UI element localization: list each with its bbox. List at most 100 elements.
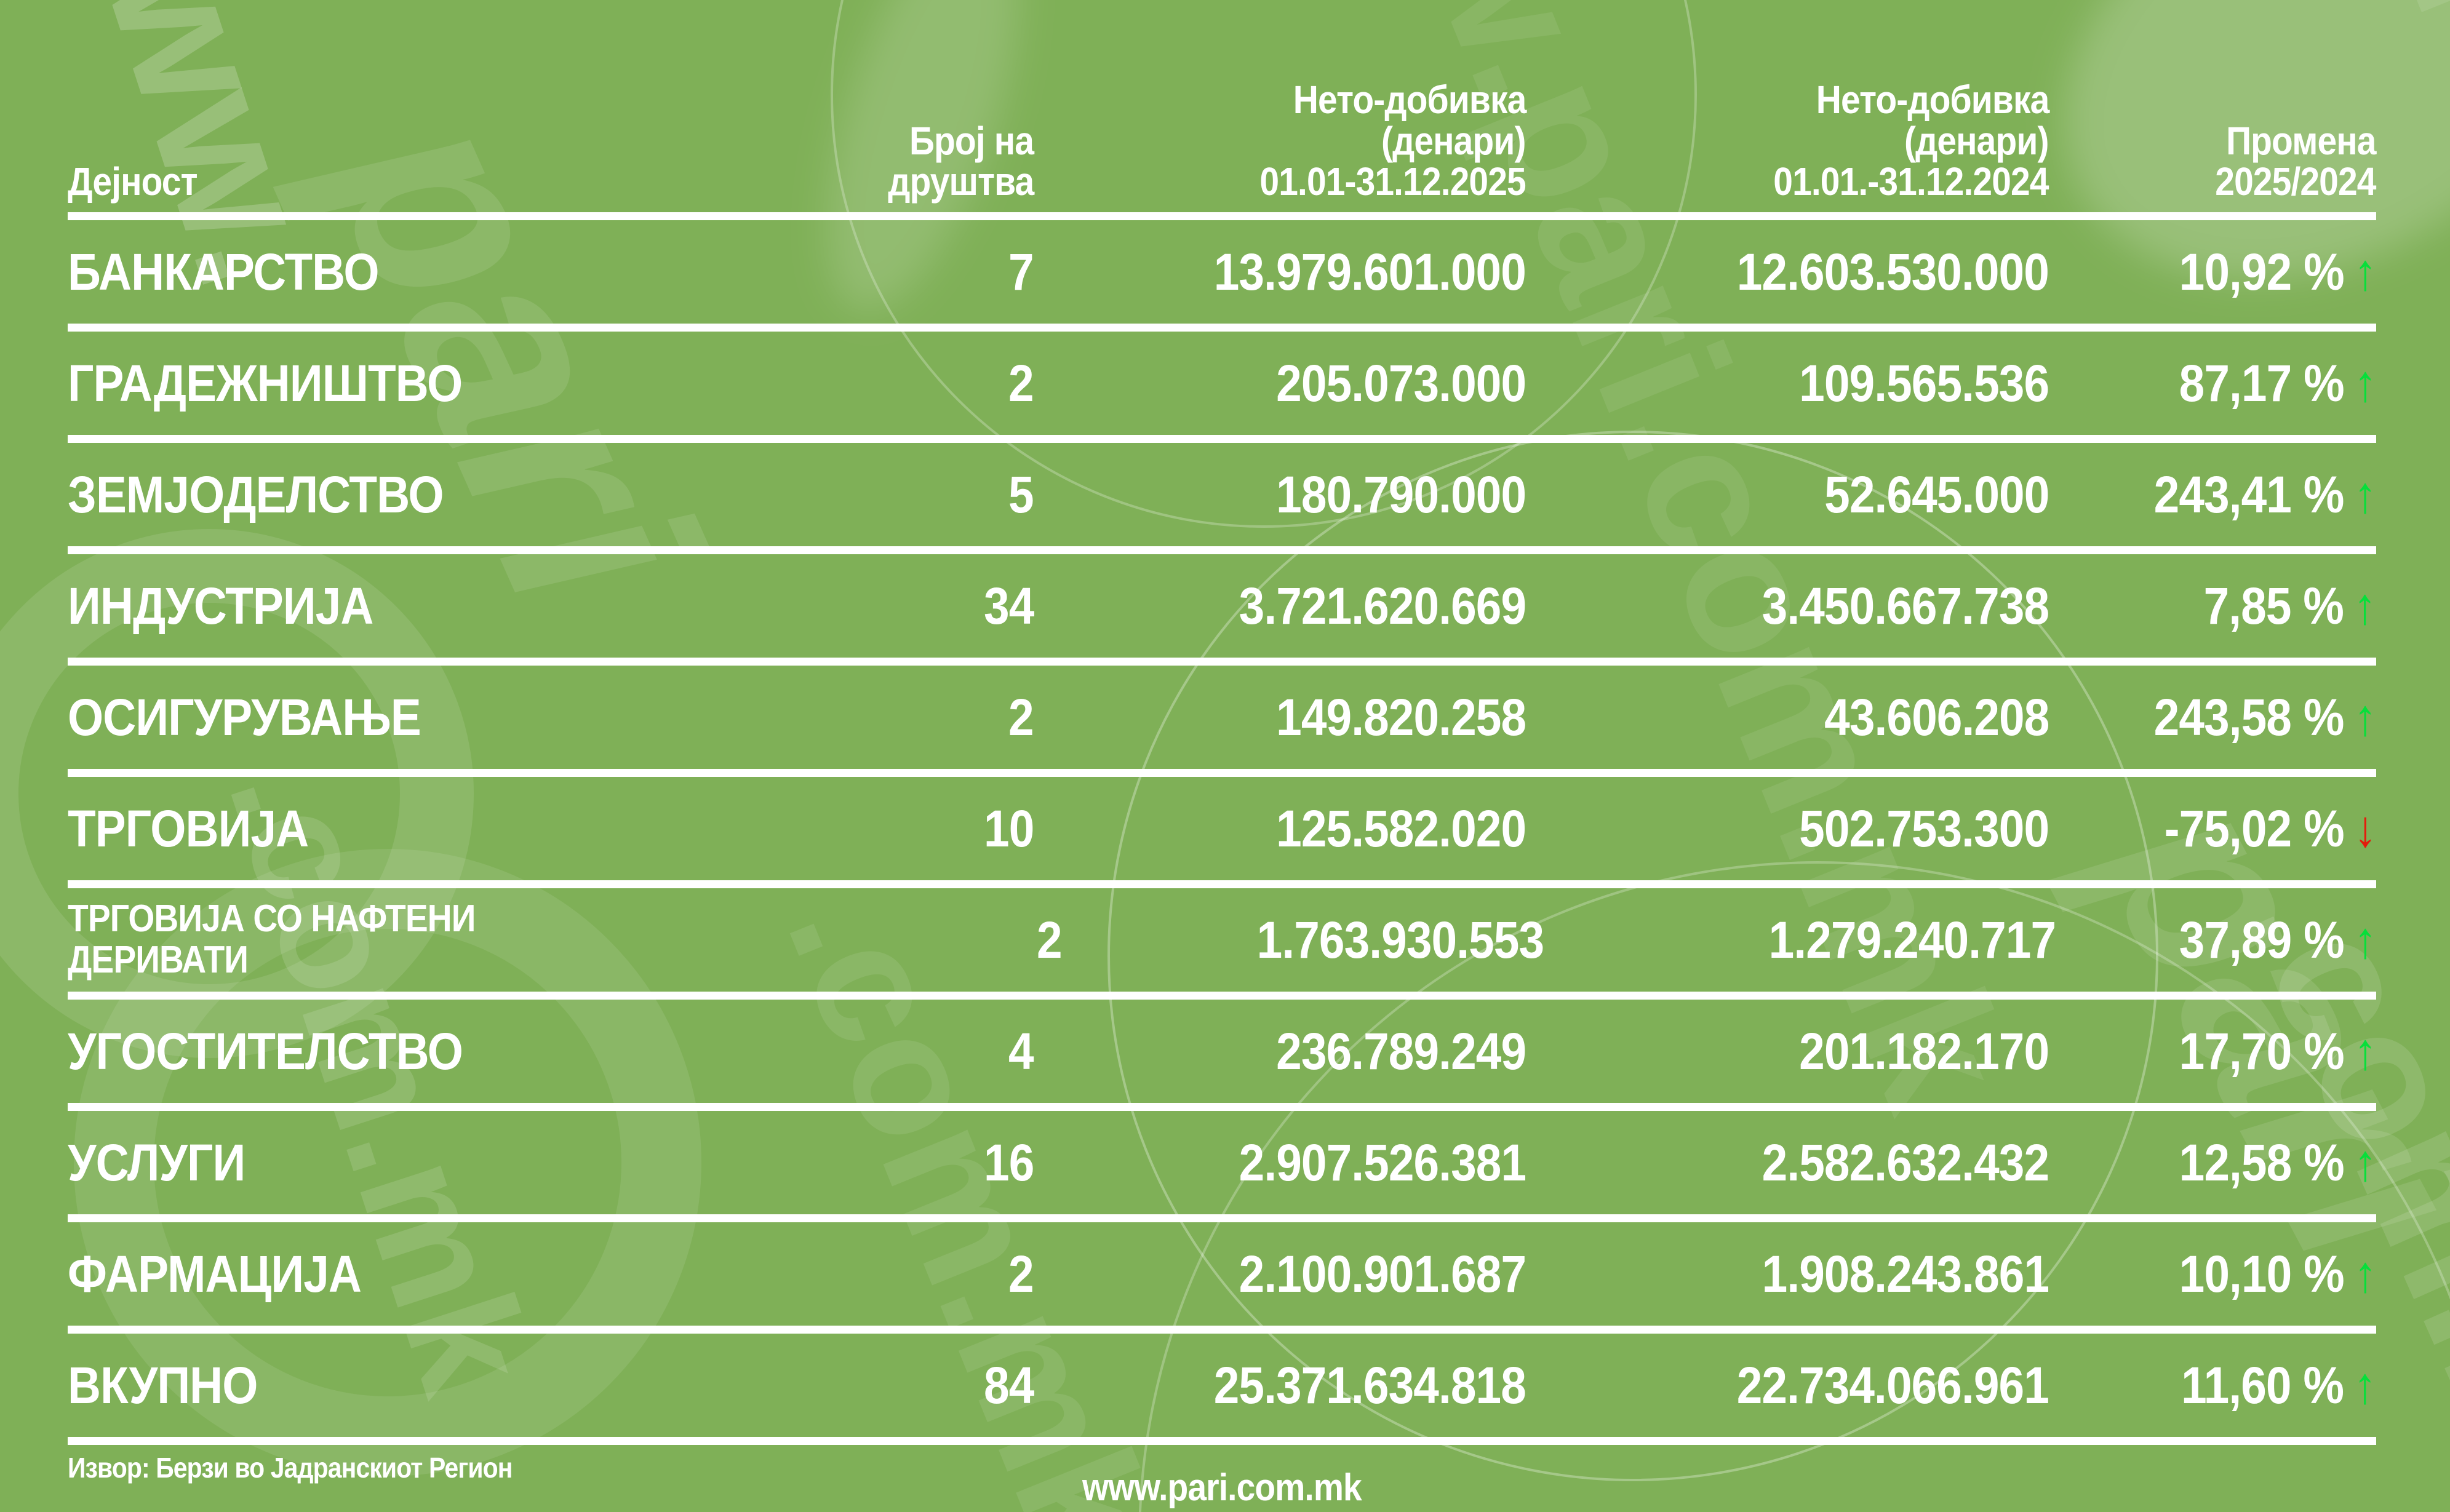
- net-profit-2024-value: 52.645.000: [1824, 466, 2049, 523]
- companies-count-cell: 2: [689, 1248, 1034, 1300]
- trend-arrow-icon: ↑: [2353, 466, 2377, 523]
- net-profit-2024-value: 1.908.243.861: [1762, 1245, 2049, 1303]
- net-profit-2024-cell: 502.753.300: [1526, 803, 2049, 854]
- net-profit-2025-value: 13.979.601.000: [1213, 243, 1526, 301]
- header-activity: Дејност: [68, 161, 689, 202]
- companies-count-cell: 10: [689, 803, 1034, 854]
- change-value: 11,60 %: [2181, 1356, 2345, 1414]
- change-value: 243,41 %: [2153, 466, 2345, 523]
- change-cell: 17,70 % ↑: [2049, 1025, 2376, 1077]
- companies-count-cell: 84: [689, 1359, 1034, 1411]
- net-profit-2024-cell: 109.565.536: [1526, 357, 2049, 409]
- header-activity-label: Дејност: [68, 159, 198, 204]
- trend-arrow-icon: ↑: [2353, 911, 2377, 969]
- activity-cell: УГОСТИТЕЛСТВО: [68, 1025, 689, 1077]
- companies-count-value: 16: [983, 1134, 1034, 1192]
- net-profit-2025-value: 2.907.526.381: [1239, 1134, 1526, 1192]
- table-row: БАНКАРСТВО 7 13.979.601.000 12.603.530.0…: [68, 220, 2377, 332]
- net-profit-2025-cell: 1.763.930.553: [1062, 914, 1544, 966]
- change-value: 10,10 %: [2179, 1245, 2344, 1303]
- companies-count-value: 2: [1008, 688, 1034, 746]
- companies-count-cell: 5: [689, 469, 1034, 520]
- change-cell: 7,85 % ↑: [2049, 577, 2377, 635]
- change-value: 17,70 %: [2179, 1022, 2344, 1080]
- table: Дејност Број на друштва Нето-добивка (де…: [68, 0, 2377, 1512]
- activity-cell: ТРГОВИЈА СО НАФТЕНИ ДЕРИВАТИ: [68, 898, 724, 981]
- net-profit-2024-value: 502.753.300: [1799, 800, 2049, 857]
- net-profit-2025-value: 236.789.249: [1276, 1022, 1526, 1080]
- net-profit-2025-cell: 13.979.601.000: [1034, 246, 1526, 298]
- change-value: 37,89 %: [2179, 911, 2344, 969]
- net-profit-2025-value: 125.582.020: [1276, 800, 1526, 857]
- table-row: УСЛУГИ 16 2.907.526.381 2.582.632.432 12…: [68, 1111, 2377, 1222]
- net-profit-2024-value: 201.182.170: [1799, 1022, 2049, 1080]
- header-line: (денари): [1904, 118, 2049, 163]
- net-profit-2024-value: 12.603.530.000: [1736, 243, 2049, 301]
- change-value: 243,58 %: [2153, 688, 2345, 746]
- source-note: Извор: Берзи во Јадранскиот Регион: [68, 1452, 513, 1484]
- table-footer: Извор: Берзи во Јадранскиот Регион www.p…: [68, 1445, 2376, 1512]
- trend-arrow-icon: ↑: [2353, 1134, 2377, 1192]
- header-net-profit-2025: Нето-добивка (денари) 01.01-31.12.2025: [1034, 79, 1526, 202]
- net-profit-2024-value: 3.450.667.738: [1762, 577, 2049, 635]
- net-profit-2024-cell: 201.182.170: [1526, 1025, 2049, 1077]
- trend-arrow-icon: ↑: [2353, 1356, 2377, 1414]
- change-value: 10,92 %: [2179, 243, 2344, 301]
- net-profit-2025-cell: 236.789.249: [1034, 1025, 1526, 1077]
- table-body: БАНКАРСТВО 7 13.979.601.000 12.603.530.0…: [68, 220, 2377, 1445]
- activity-label: ЗЕМЈОДЕЛСТВО: [68, 466, 444, 523]
- table-row: ИНДУСТРИЈА 34 3.721.620.669 3.450.667.73…: [68, 554, 2377, 666]
- trend-arrow-icon: ↑: [2353, 1245, 2377, 1303]
- change-cell: 37,89 % ↑: [2056, 914, 2376, 966]
- activity-label: ТРГОВИЈА: [68, 800, 309, 857]
- companies-count-value: 2: [1008, 354, 1034, 412]
- companies-count-cell: 2: [689, 691, 1034, 743]
- header-companies-count: Број на друштва: [689, 121, 1034, 202]
- header-line: 01.01-31.12.2025: [1259, 159, 1526, 204]
- net-profit-2025-value: 25.371.634.818: [1213, 1356, 1526, 1414]
- activity-cell: ГРАДЕЖНИШТВО: [68, 357, 689, 409]
- trend-arrow-icon: ↑: [2353, 243, 2377, 301]
- companies-count-value: 7: [1008, 243, 1034, 301]
- companies-count-value: 2: [1036, 911, 1063, 969]
- net-profit-2024-value: 43.606.208: [1824, 688, 2049, 746]
- change-cell: 10,10 % ↑: [2049, 1248, 2376, 1300]
- net-profit-2024-cell: 43.606.208: [1526, 691, 2049, 743]
- activity-label: УГОСТИТЕЛСТВО: [68, 1022, 463, 1080]
- companies-count-value: 2: [1008, 1245, 1034, 1303]
- change-cell: 243,58 % ↑: [2049, 688, 2377, 746]
- companies-count-value: 84: [983, 1356, 1034, 1414]
- website-url: www.pari.com.mk: [1082, 1466, 1362, 1509]
- net-profit-2024-cell: 3.450.667.738: [1526, 580, 2049, 632]
- change-cell: -75,02 % ↓: [2049, 803, 2377, 854]
- change-value: 12,58 %: [2179, 1134, 2344, 1192]
- change-cell: 243,41 % ↑: [2049, 466, 2377, 523]
- header-line: друштва: [888, 159, 1034, 204]
- trend-arrow-icon: ↑: [2353, 577, 2377, 635]
- net-profit-2025-value: 1.763.930.553: [1256, 911, 1544, 969]
- activity-cell: ЗЕМЈОДЕЛСТВО: [68, 469, 689, 520]
- net-profit-2024-cell: 12.603.530.000: [1526, 246, 2049, 298]
- net-profit-2025-cell: 2.100.901.687: [1034, 1248, 1526, 1300]
- net-profit-2025-value: 205.073.000: [1276, 354, 1526, 412]
- companies-count-cell: 34: [689, 580, 1034, 632]
- net-profit-2025-value: 180.790.000: [1276, 466, 1526, 523]
- net-profit-2024-value: 1.279.240.717: [1768, 911, 2056, 969]
- companies-count-value: 5: [1008, 466, 1034, 523]
- change-cell: 10,92 % ↑: [2049, 246, 2376, 298]
- activity-label: ВКУПНО: [68, 1356, 258, 1414]
- net-profit-2025-cell: 25.371.634.818: [1034, 1359, 1526, 1411]
- trend-arrow-icon: ↑: [2353, 688, 2377, 746]
- header-line: (денари): [1381, 118, 1526, 163]
- companies-count-cell: 16: [689, 1137, 1034, 1188]
- companies-count-cell: 7: [689, 246, 1034, 298]
- header-line: Промена: [2226, 118, 2377, 163]
- change-value: 87,17 %: [2179, 354, 2344, 412]
- table-row: ЗЕМЈОДЕЛСТВО 5 180.790.000 52.645.000 24…: [68, 443, 2377, 554]
- companies-count-cell: 4: [689, 1025, 1034, 1077]
- net-profit-2024-value: 109.565.536: [1799, 354, 2049, 412]
- companies-count-value: 34: [983, 577, 1034, 635]
- net-profit-2025-cell: 3.721.620.669: [1034, 580, 1526, 632]
- net-profit-2024-cell: 52.645.000: [1526, 469, 2049, 520]
- net-profit-2024-cell: 22.734.066.961: [1526, 1359, 2049, 1411]
